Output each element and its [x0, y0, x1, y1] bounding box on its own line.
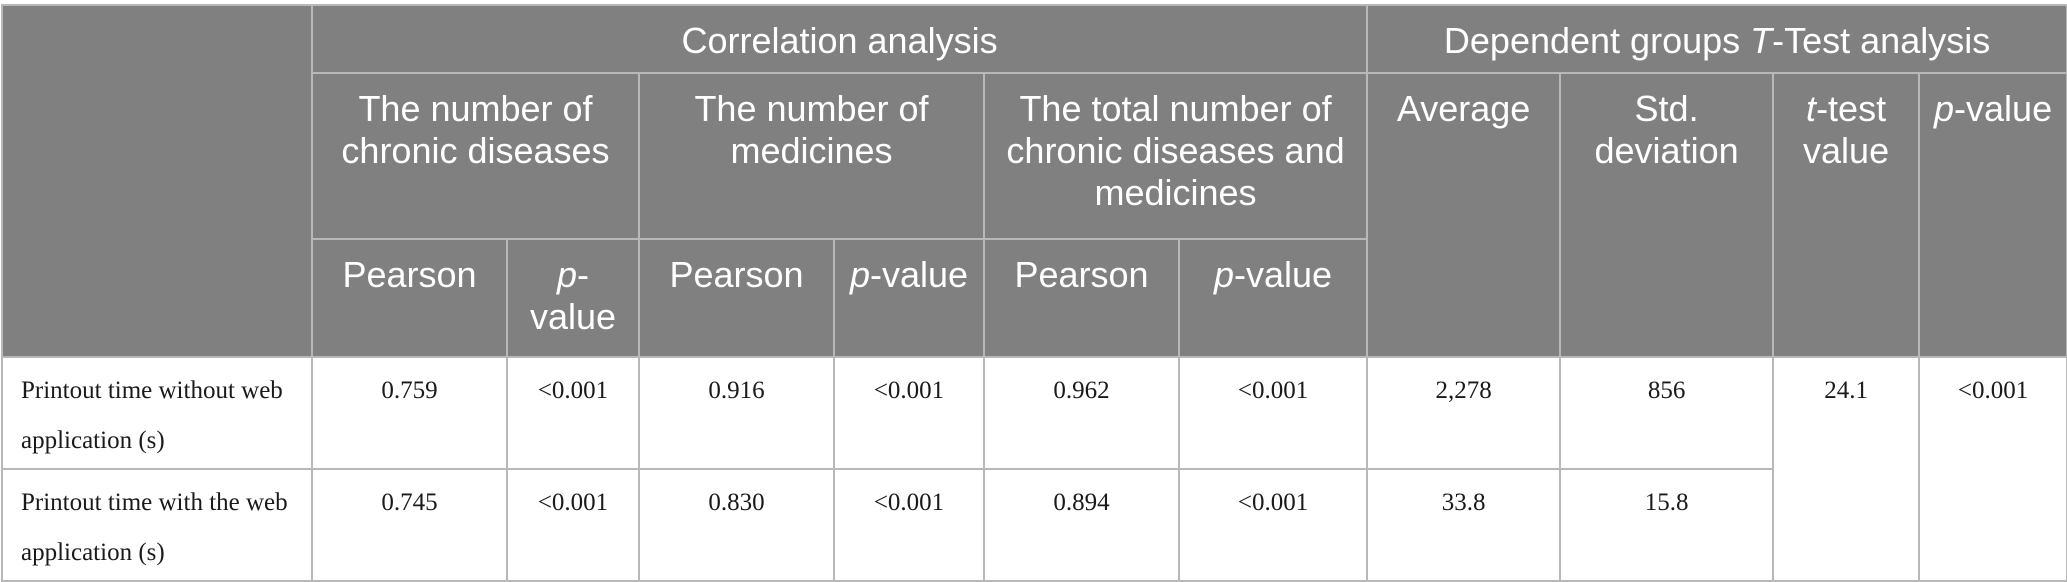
- cell-total-pearson: 0.894: [983, 468, 1180, 582]
- sub-header-pearson-chronic: Pearson: [311, 238, 508, 358]
- cell-total-p: <0.001: [1177, 356, 1369, 470]
- ttest-text: -test value: [1803, 88, 1890, 171]
- col-header-ttest-value: t-test value: [1772, 72, 1921, 358]
- col-header-p-value: p-value: [1918, 72, 2067, 358]
- table-row: Printout time without web application (s…: [1, 356, 2067, 582]
- cell-medicines-p: <0.001: [833, 468, 985, 582]
- cell-total-p: <0.001: [1177, 468, 1369, 582]
- col-header-chronic-diseases: The number of chronic diseases: [311, 72, 640, 240]
- cell-chronic-p: <0.001: [506, 356, 640, 470]
- p-text: -value: [869, 254, 969, 295]
- cell-std: 856: [1559, 356, 1775, 470]
- cell-pvalue: <0.001: [1918, 356, 2067, 582]
- row-label: Printout time without web application (s…: [1, 356, 313, 470]
- cell-average: 2,278: [1366, 356, 1562, 470]
- group-ttest-italic: T: [1750, 20, 1773, 61]
- sub-header-p-medicines: p-value: [833, 238, 985, 358]
- cell-std: 15.8: [1559, 468, 1775, 582]
- pvalue-italic: p: [1934, 88, 1955, 129]
- corner-header-cell: [1, 4, 313, 358]
- cell-total-pearson: 0.962: [983, 356, 1180, 470]
- cell-chronic-pearson: 0.759: [311, 356, 508, 470]
- col-header-average: Average: [1366, 72, 1562, 358]
- group-ttest-text-post: -Test analysis: [1772, 20, 1991, 61]
- group-ttest-text-pre: Dependent groups: [1443, 20, 1751, 61]
- sub-header-pearson-total: Pearson: [983, 238, 1180, 358]
- col-header-total: The total number of chronic diseases and…: [982, 72, 1369, 240]
- group-header-correlation: Correlation analysis: [310, 4, 1369, 74]
- cell-chronic-p: <0.001: [506, 468, 640, 582]
- pvalue-text: -value: [1954, 88, 2053, 129]
- sub-header-p-total: p-value: [1177, 238, 1369, 358]
- ttest-italic: t: [1806, 88, 1817, 129]
- p-italic: p: [849, 254, 870, 295]
- p-italic: p: [556, 254, 578, 295]
- p-italic: p: [1213, 254, 1235, 295]
- cell-average: 33.8: [1366, 468, 1562, 582]
- col-header-medicines: The number of medicines: [638, 72, 985, 240]
- cell-ttest: 24.1: [1772, 356, 1921, 582]
- sub-header-pearson-medicines: Pearson: [638, 238, 835, 358]
- table-row: Printout time with the web application (…: [1, 468, 2067, 582]
- p-text: -value: [1234, 254, 1333, 295]
- cell-medicines-pearson: 0.916: [638, 356, 835, 470]
- p-text: -value: [529, 254, 617, 337]
- group-header-ttest: Dependent groups T-Test analysis: [1366, 4, 2067, 74]
- results-table: Correlation analysis Dependent groups T-…: [1, 4, 2067, 582]
- cell-chronic-pearson: 0.745: [311, 468, 508, 582]
- sub-header-p-chronic: p-value: [506, 238, 640, 358]
- row-label: Printout time with the web application (…: [1, 468, 313, 582]
- cell-medicines-pearson: 0.830: [638, 468, 835, 582]
- cell-medicines-p: <0.001: [833, 356, 985, 470]
- col-header-std-deviation: Std. deviation: [1559, 72, 1775, 358]
